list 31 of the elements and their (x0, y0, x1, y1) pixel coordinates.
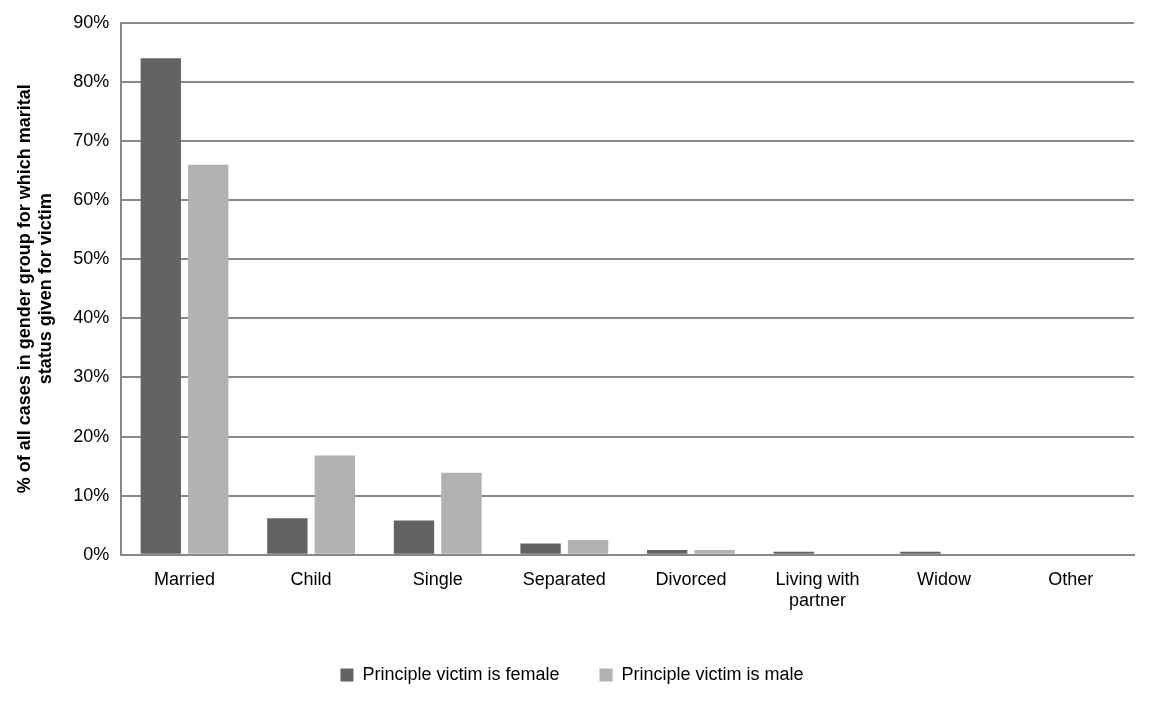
x-tick-label: Single (412, 568, 463, 589)
y-tick-label: 40% (73, 307, 110, 328)
x-tick-label: Separated (522, 568, 606, 589)
y-tick-label: 70% (73, 129, 110, 150)
y-tick-label: 20% (73, 425, 110, 446)
bar (267, 518, 308, 554)
bar (567, 540, 609, 554)
bar (647, 550, 688, 554)
bar (441, 472, 482, 554)
y-tick-label: 30% (73, 366, 110, 387)
y-tick-label: 0% (83, 543, 110, 564)
y-tick-label: 60% (73, 189, 110, 210)
legend-label: Principle victim is female (362, 663, 560, 684)
bar (140, 58, 181, 554)
y-tick-label: 80% (73, 70, 110, 91)
y-tick-label: 10% (73, 484, 110, 505)
x-tick-label: Child (290, 568, 332, 589)
bar (694, 550, 735, 554)
bar (393, 520, 435, 554)
legend-label: Principle victim is male (621, 663, 804, 684)
y-axis-title: % of all cases in gender group for which marital status given for victim (13, 84, 56, 494)
bar (520, 543, 561, 554)
y-tick-label: 50% (73, 248, 110, 269)
x-tick-label: Widow (917, 568, 973, 589)
x-tick-label: Living with partner (775, 568, 860, 611)
bar (314, 455, 356, 554)
bar (188, 164, 229, 554)
x-tick-label: Other (1048, 568, 1094, 589)
x-tick-label: Married (154, 568, 216, 589)
y-tick-label: 90% (73, 11, 110, 32)
x-tick-label: Divorced (655, 568, 727, 589)
